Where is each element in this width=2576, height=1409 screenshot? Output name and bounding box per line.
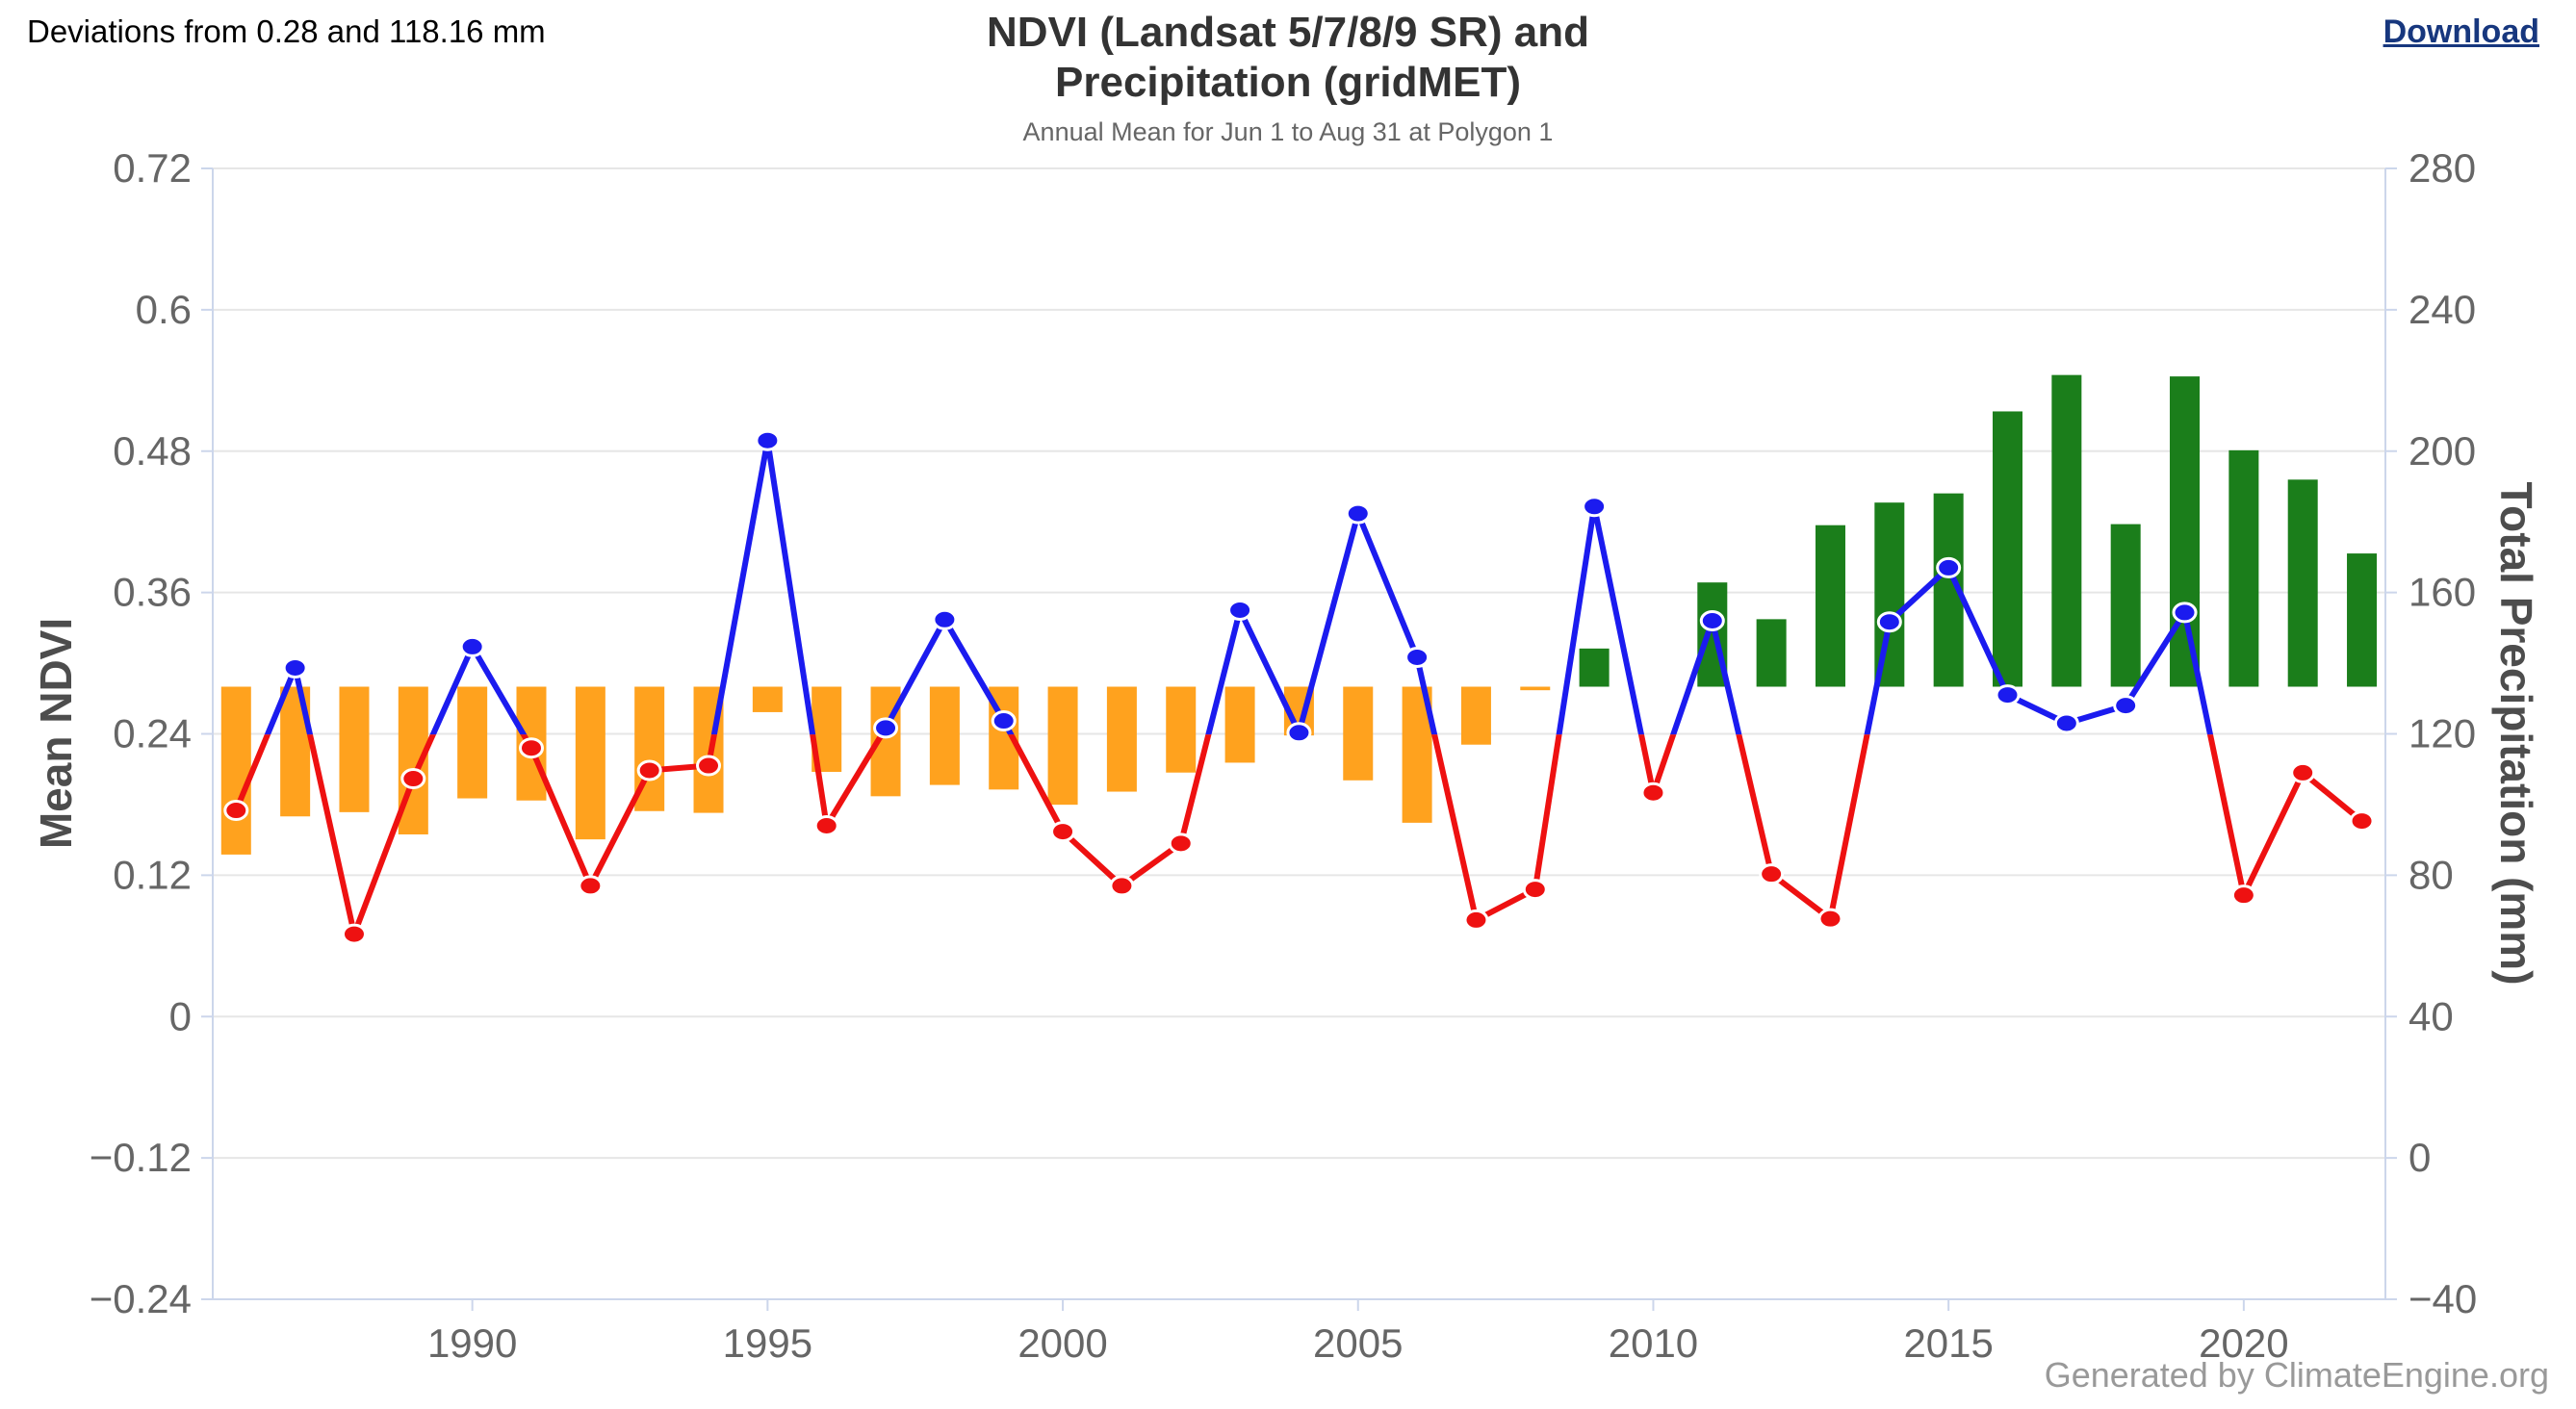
precip-deviation-bar[interactable]	[1520, 686, 1551, 691]
right-axis-tick-label: 200	[2409, 428, 2476, 474]
ndvi-point-marker[interactable]	[1345, 502, 1371, 525]
ndvi-point-marker[interactable]	[282, 656, 308, 679]
right-axis-tick-label: 120	[2409, 711, 2476, 756]
x-axis-tick-label: 2010	[1609, 1320, 1698, 1366]
precip-deviation-bar[interactable]	[2110, 524, 2141, 687]
ndvi-point-marker[interactable]	[1936, 556, 1962, 578]
right-axis-tick-label: 240	[2409, 287, 2476, 332]
ndvi-point-marker[interactable]	[2349, 810, 2375, 833]
precip-deviation-bar[interactable]	[2228, 449, 2259, 687]
x-axis-tick-label: 2020	[2199, 1320, 2288, 1366]
right-axis-tick-label: 0	[2409, 1135, 2431, 1180]
precip-deviation-bar[interactable]	[1047, 686, 1078, 806]
precip-deviation-bar[interactable]	[1460, 686, 1491, 745]
ndvi-point-marker[interactable]	[2290, 761, 2316, 783]
precip-deviation-bar[interactable]	[1224, 686, 1255, 763]
right-axis-tick-label: 40	[2409, 993, 2454, 1038]
ndvi-point-marker[interactable]	[636, 759, 662, 781]
download-link[interactable]: Download	[2383, 13, 2539, 50]
x-axis-tick-label: 1995	[723, 1320, 812, 1366]
x-axis-tick-label: 1990	[427, 1320, 517, 1366]
ndvi-point-marker[interactable]	[519, 737, 544, 759]
chart-subtitle: Annual Mean for Jun 1 to Aug 31 at Polyg…	[1022, 117, 1554, 146]
ndvi-point-marker[interactable]	[813, 814, 839, 836]
ndvi-point-marker[interactable]	[1640, 781, 1666, 804]
precip-deviation-bar[interactable]	[220, 686, 251, 855]
ndvi-point-marker[interactable]	[459, 635, 485, 657]
ndvi-point-marker[interactable]	[578, 875, 604, 897]
precip-deviation-bar[interactable]	[2287, 479, 2318, 687]
ndvi-point-marker[interactable]	[1109, 875, 1135, 897]
x-axis-tick-label: 2000	[1018, 1320, 1107, 1366]
precip-deviation-bar[interactable]	[1874, 502, 1905, 687]
precip-deviation-bar[interactable]	[457, 686, 488, 799]
ndvi-point-marker[interactable]	[1876, 611, 1902, 633]
ndvi-point-marker[interactable]	[1168, 833, 1194, 855]
x-axis-tick-label: 2015	[1903, 1320, 1993, 1366]
deviations-label: Deviations from 0.28 and 118.16 mm	[27, 13, 546, 49]
precip-deviation-bar[interactable]	[1106, 686, 1137, 792]
ndvi-point-marker[interactable]	[991, 710, 1017, 732]
right-axis-tick-label: 280	[2409, 145, 2476, 191]
left-axis-tick-label: 0.12	[113, 852, 192, 897]
precip-deviation-bar[interactable]	[752, 686, 783, 712]
ndvi-point-marker[interactable]	[1404, 646, 1430, 668]
precip-deviation-bar[interactable]	[1343, 686, 1374, 781]
ndvi-point-marker[interactable]	[755, 429, 781, 451]
right-axis-tick-label: 160	[2409, 570, 2476, 615]
precip-deviation-bar[interactable]	[1815, 525, 1845, 687]
ndvi-point-marker[interactable]	[223, 800, 249, 822]
ndvi-point-marker[interactable]	[1699, 610, 1725, 631]
ndvi-point-marker[interactable]	[2230, 884, 2256, 907]
ndvi-point-marker[interactable]	[1227, 599, 1253, 621]
ndvi-point-marker[interactable]	[341, 923, 367, 945]
right-axis-tick-label: 80	[2409, 852, 2454, 897]
left-axis-tick-label: 0.48	[113, 428, 192, 474]
ndvi-point-marker[interactable]	[1286, 722, 1312, 744]
precip-deviation-bar[interactable]	[1756, 619, 1787, 687]
ndvi-point-marker[interactable]	[1463, 909, 1489, 931]
precip-deviation-bar[interactable]	[2051, 374, 2082, 687]
left-axis-tick-label: 0.72	[113, 145, 192, 191]
left-axis-tick-label: 0.24	[113, 711, 192, 756]
ndvi-point-marker[interactable]	[2172, 602, 2198, 624]
precip-deviation-bar[interactable]	[2170, 376, 2201, 687]
ndvi-point-marker[interactable]	[1522, 879, 1548, 901]
chart-title-line1: NDVI (Landsat 5/7/8/9 SR) and	[987, 9, 1589, 56]
left-axis-tick-label: 0.6	[136, 287, 192, 332]
precip-deviation-bar[interactable]	[1166, 686, 1197, 773]
ndvi-point-marker[interactable]	[2053, 712, 2079, 734]
x-axis-tick-label: 2005	[1313, 1320, 1403, 1366]
ndvi-point-marker[interactable]	[873, 717, 899, 739]
left-axis-tick-label: −0.12	[90, 1135, 192, 1180]
ndvi-point-marker[interactable]	[696, 755, 722, 777]
left-axis-tick-label: 0	[169, 993, 192, 1038]
precip-deviation-bar[interactable]	[1579, 648, 1610, 687]
left-axis-tick-label: −0.24	[90, 1276, 192, 1321]
chart-title-line2: Precipitation (gridMET)	[1055, 59, 1521, 106]
ndvi-point-marker[interactable]	[1759, 863, 1785, 885]
ndvi-point-marker[interactable]	[1582, 496, 1608, 518]
ndvi-point-marker[interactable]	[2113, 695, 2139, 717]
ndvi-point-marker[interactable]	[1995, 684, 2021, 706]
precip-deviation-bar[interactable]	[2347, 553, 2378, 687]
precip-deviation-bar[interactable]	[1993, 411, 2022, 687]
ndvi-point-marker[interactable]	[400, 768, 426, 790]
attribution-text: Generated by ClimateEngine.org	[2044, 1355, 2549, 1395]
precip-deviation-bar[interactable]	[575, 686, 605, 840]
chart-title-block: NDVI (Landsat 5/7/8/9 SR) and Precipitat…	[0, 8, 2576, 147]
precip-deviation-bar[interactable]	[929, 686, 960, 785]
right-axis-tick-label: −40	[2409, 1276, 2477, 1321]
left-axis-tick-label: 0.36	[113, 570, 192, 615]
ndvi-point-marker[interactable]	[932, 608, 958, 630]
precip-deviation-bar[interactable]	[339, 686, 370, 812]
ndvi-point-marker[interactable]	[1817, 908, 1843, 930]
ndvi-point-marker[interactable]	[1050, 821, 1076, 843]
